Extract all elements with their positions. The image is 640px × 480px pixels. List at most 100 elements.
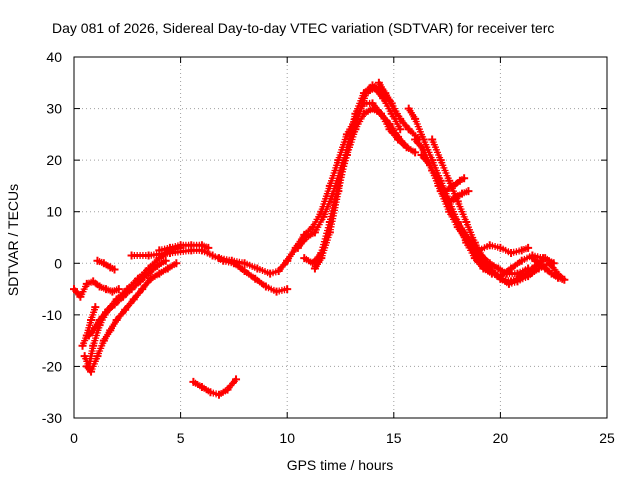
data-point: [368, 81, 377, 90]
data-point: [547, 269, 556, 278]
axes-layer: 0 5 10 15 20 25 -30 -20 -10 0 10 20 30 40: [42, 49, 615, 446]
data-point: [89, 277, 98, 286]
data-point: [87, 367, 96, 376]
data-point: [325, 228, 334, 237]
data-point: [70, 285, 78, 294]
data-point: [87, 316, 96, 325]
x-tick-label: 5: [177, 430, 185, 446]
data-point: [144, 269, 153, 278]
data-point: [453, 192, 462, 201]
data-point: [108, 287, 117, 296]
series-track-1: [70, 277, 123, 301]
data-point: [351, 109, 360, 118]
data-point: [426, 161, 435, 170]
data-point: [283, 256, 292, 265]
data-point: [541, 254, 550, 263]
data-point: [417, 150, 426, 159]
data-point: [95, 316, 104, 325]
data-point: [82, 331, 91, 340]
data-point: [460, 228, 469, 237]
data-point: [223, 385, 232, 394]
data-point: [302, 233, 311, 242]
data-point: [300, 254, 309, 263]
data-point: [381, 89, 390, 98]
data-point: [99, 336, 108, 345]
series-track-22: [475, 241, 533, 257]
chart-title: Day 081 of 2026, Sidereal Day-to-day VTE…: [52, 20, 554, 36]
series-track-10: [214, 254, 292, 278]
data-point: [136, 277, 145, 286]
y-tick-label: 40: [46, 49, 62, 65]
data-point: [385, 120, 394, 129]
data-point: [485, 241, 494, 250]
data-point: [487, 267, 496, 276]
data-point: [359, 109, 368, 118]
data-point: [411, 135, 420, 144]
data-point: [553, 273, 562, 282]
data-point: [197, 383, 206, 392]
data-point: [460, 174, 469, 183]
data-point: [342, 145, 351, 154]
y-tick-label: 20: [46, 152, 62, 168]
data-point: [513, 269, 522, 278]
data-point: [440, 187, 449, 196]
series-track-7: [127, 246, 292, 296]
data-point: [387, 99, 396, 108]
data-point: [266, 269, 275, 278]
data-point: [504, 279, 513, 288]
data-point: [283, 285, 292, 294]
data-point: [310, 228, 319, 237]
data-point: [189, 377, 198, 386]
data-point: [419, 145, 428, 154]
data-point: [494, 264, 503, 273]
y-tick-label: -30: [42, 410, 62, 426]
x-axis-label: GPS time / hours: [287, 457, 394, 473]
data-point: [176, 241, 185, 250]
data-point: [127, 285, 136, 294]
data-point: [93, 256, 102, 265]
data-point: [396, 125, 405, 134]
series-track-15: [374, 78, 424, 144]
data-point: [496, 274, 505, 283]
data-point: [524, 243, 533, 252]
data-point: [253, 264, 262, 273]
data-point: [127, 251, 136, 260]
series-track-4: [84, 256, 170, 340]
data-point: [172, 259, 181, 268]
data-point: [507, 248, 516, 257]
data-point: [153, 261, 162, 270]
x-tick-label: 10: [279, 430, 295, 446]
data-point: [534, 259, 543, 268]
y-tick-label: 0: [54, 255, 62, 271]
data-point: [517, 256, 526, 265]
series-track-9: [189, 375, 241, 399]
data-point: [541, 264, 550, 273]
data-point: [240, 259, 249, 268]
grid-layer: [74, 57, 607, 418]
data-point: [146, 274, 155, 283]
data-point: [232, 375, 241, 384]
x-tick-label: 25: [599, 430, 615, 446]
data-point: [545, 259, 554, 268]
data-point: [517, 246, 526, 255]
data-point: [89, 341, 98, 350]
data-point: [187, 241, 196, 250]
x-tick-label: 0: [70, 430, 78, 446]
data-point: [101, 308, 110, 317]
data-point: [206, 388, 215, 397]
data-point: [419, 135, 428, 144]
data-point: [240, 267, 249, 276]
data-point: [110, 265, 119, 274]
data-point: [101, 285, 110, 294]
data-point: [434, 181, 443, 190]
data-point: [368, 104, 377, 113]
data-point: [78, 341, 87, 350]
data-point: [251, 274, 260, 283]
y-tick-label: -10: [42, 307, 62, 323]
x-tick-label: 20: [493, 430, 509, 446]
y-axis-label: SDTVAR / TECUs: [5, 184, 21, 296]
data-point: [204, 243, 213, 252]
data-point: [475, 246, 484, 255]
data-point: [507, 264, 516, 273]
